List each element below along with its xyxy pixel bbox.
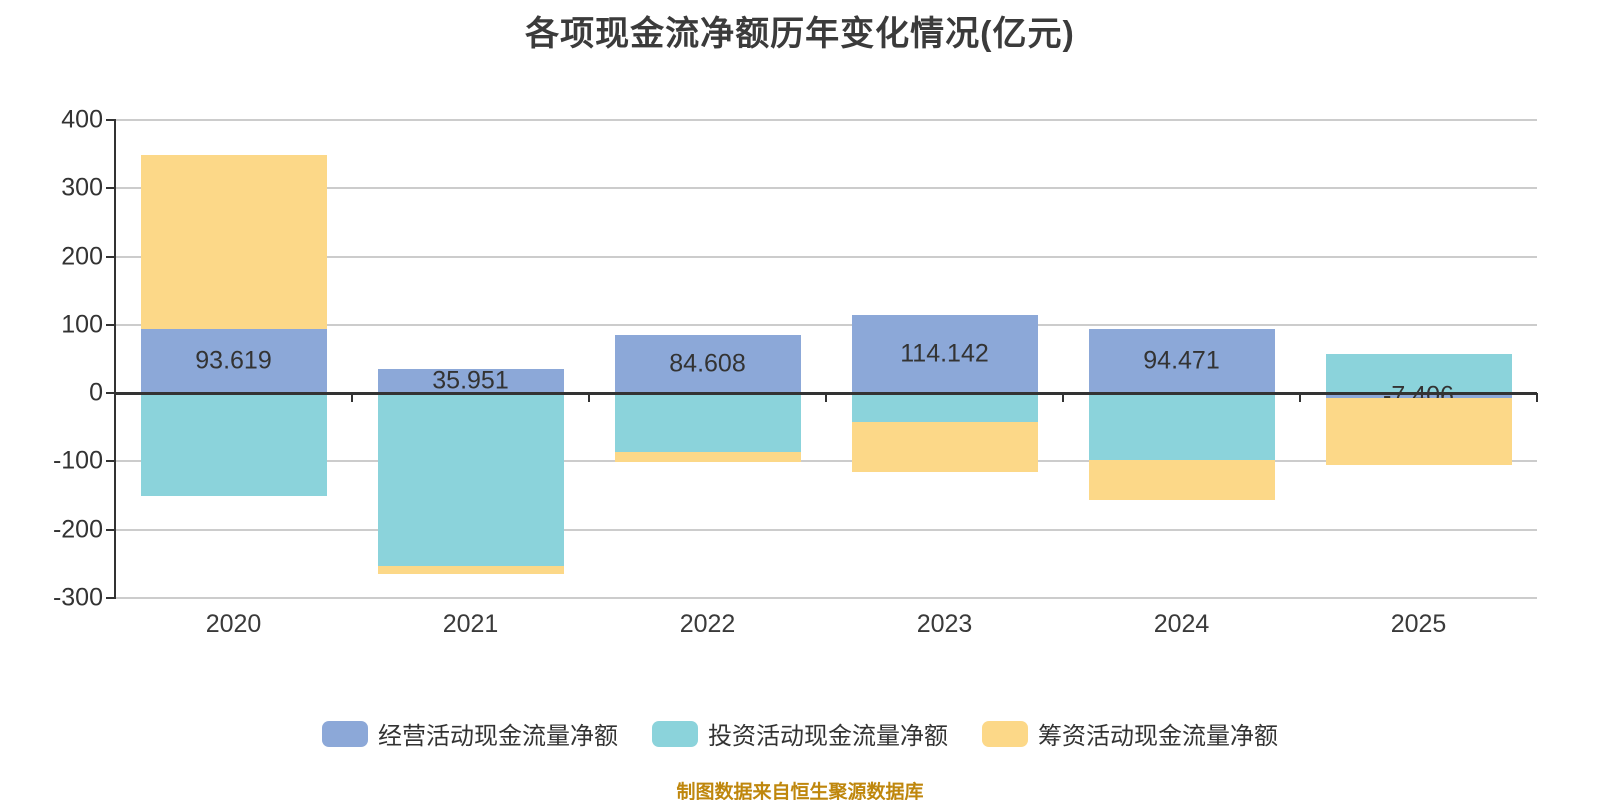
grid-line	[115, 187, 1537, 190]
y-tick-label: 400	[61, 105, 103, 134]
source-note: 制图数据来自恒生聚源数据库	[676, 782, 924, 800]
bar-segment-investing[interactable]	[614, 393, 801, 452]
legend-swatch-operating-icon	[322, 720, 368, 747]
x-tick-label: 2021	[442, 610, 499, 638]
y-axis-tick	[106, 187, 115, 190]
grid-line	[115, 597, 1537, 599]
bar-segment-investing[interactable]	[1325, 353, 1512, 394]
grid-line	[115, 255, 1537, 258]
x-tick-label: 2020	[205, 610, 262, 638]
x-axis-tick	[1536, 393, 1538, 403]
x-tick-label: 2025	[1390, 610, 1447, 638]
bar-segment-operating[interactable]	[140, 329, 327, 394]
bar-segment-financing[interactable]	[614, 451, 801, 462]
bar-segment-investing[interactable]	[140, 393, 327, 497]
legend-label-investing: 投资活动现金流量净额	[708, 723, 948, 750]
x-tick-label: 2023	[916, 610, 973, 638]
x-axis-tick	[1299, 393, 1301, 403]
grid-line	[115, 119, 1537, 121]
bar-segment-investing[interactable]	[1088, 393, 1275, 460]
y-tick-label: 100	[61, 310, 103, 339]
bar-value-label: 114.142	[900, 339, 989, 368]
y-axis-tick	[106, 119, 115, 121]
y-tick-label: 0	[89, 378, 103, 407]
x-tick-label: 2024	[1153, 610, 1210, 638]
y-tick-label: -300	[52, 583, 103, 612]
bar-value-label: 84.608	[669, 349, 746, 378]
bar-value-label: 35.951	[432, 366, 509, 395]
bar-segment-financing[interactable]	[140, 154, 327, 330]
bar-segment-investing[interactable]	[377, 393, 564, 566]
y-axis-tick	[106, 392, 115, 395]
y-axis-tick	[106, 255, 115, 258]
bar-segment-financing[interactable]	[1325, 398, 1512, 465]
bar-segment-operating[interactable]	[851, 315, 1038, 394]
grid-line	[115, 323, 1537, 326]
bar-segment-financing[interactable]	[377, 565, 564, 575]
legend-label-financing: 筹资活动现金流量净额	[1038, 723, 1278, 750]
y-tick-label: 300	[61, 173, 103, 202]
legend-label-operating: 经营活动现金流量净额	[378, 723, 618, 750]
legend-item-financing[interactable]: 筹资活动现金流量净额	[982, 716, 1278, 751]
legend-item-operating[interactable]: 经营活动现金流量净额	[322, 716, 618, 751]
y-axis-tick	[106, 597, 115, 599]
chart-title: 各项现金流净额历年变化情况(亿元)	[525, 15, 1075, 53]
y-axis-tick	[106, 323, 115, 326]
y-tick-label: 200	[61, 242, 103, 271]
bar-segment-operating[interactable]	[377, 368, 564, 394]
y-tick-label: -100	[52, 446, 103, 475]
grid-line	[115, 528, 1537, 531]
bar-segment-operating[interactable]	[1325, 393, 1512, 399]
y-axis-tick	[106, 528, 115, 531]
bar-segment-financing[interactable]	[1088, 459, 1275, 500]
bar-segment-operating[interactable]	[1088, 328, 1275, 394]
y-axis-line	[114, 119, 116, 599]
x-axis-tick	[825, 393, 827, 403]
y-axis-tick	[106, 460, 115, 463]
bar-segment-financing[interactable]	[851, 421, 1038, 472]
bar-value-label: 94.471	[1143, 346, 1220, 375]
bar-segment-investing[interactable]	[851, 393, 1038, 422]
bar-value-label: 93.619	[195, 346, 272, 375]
x-axis-tick	[588, 393, 590, 403]
legend-swatch-investing-icon	[652, 720, 698, 747]
x-axis-tick	[351, 393, 353, 403]
grid-line	[115, 460, 1537, 463]
y-tick-label: -200	[52, 515, 103, 544]
bar-segment-operating[interactable]	[614, 335, 801, 394]
legend-swatch-financing-icon	[982, 720, 1028, 747]
x-tick-label: 2022	[679, 610, 736, 638]
x-axis-tick	[1062, 393, 1064, 403]
legend: 经营活动现金流量净额 投资活动现金流量净额 筹资活动现金流量净额	[0, 716, 1600, 751]
legend-item-investing[interactable]: 投资活动现金流量净额	[652, 716, 948, 751]
x-axis-tick	[114, 393, 116, 403]
